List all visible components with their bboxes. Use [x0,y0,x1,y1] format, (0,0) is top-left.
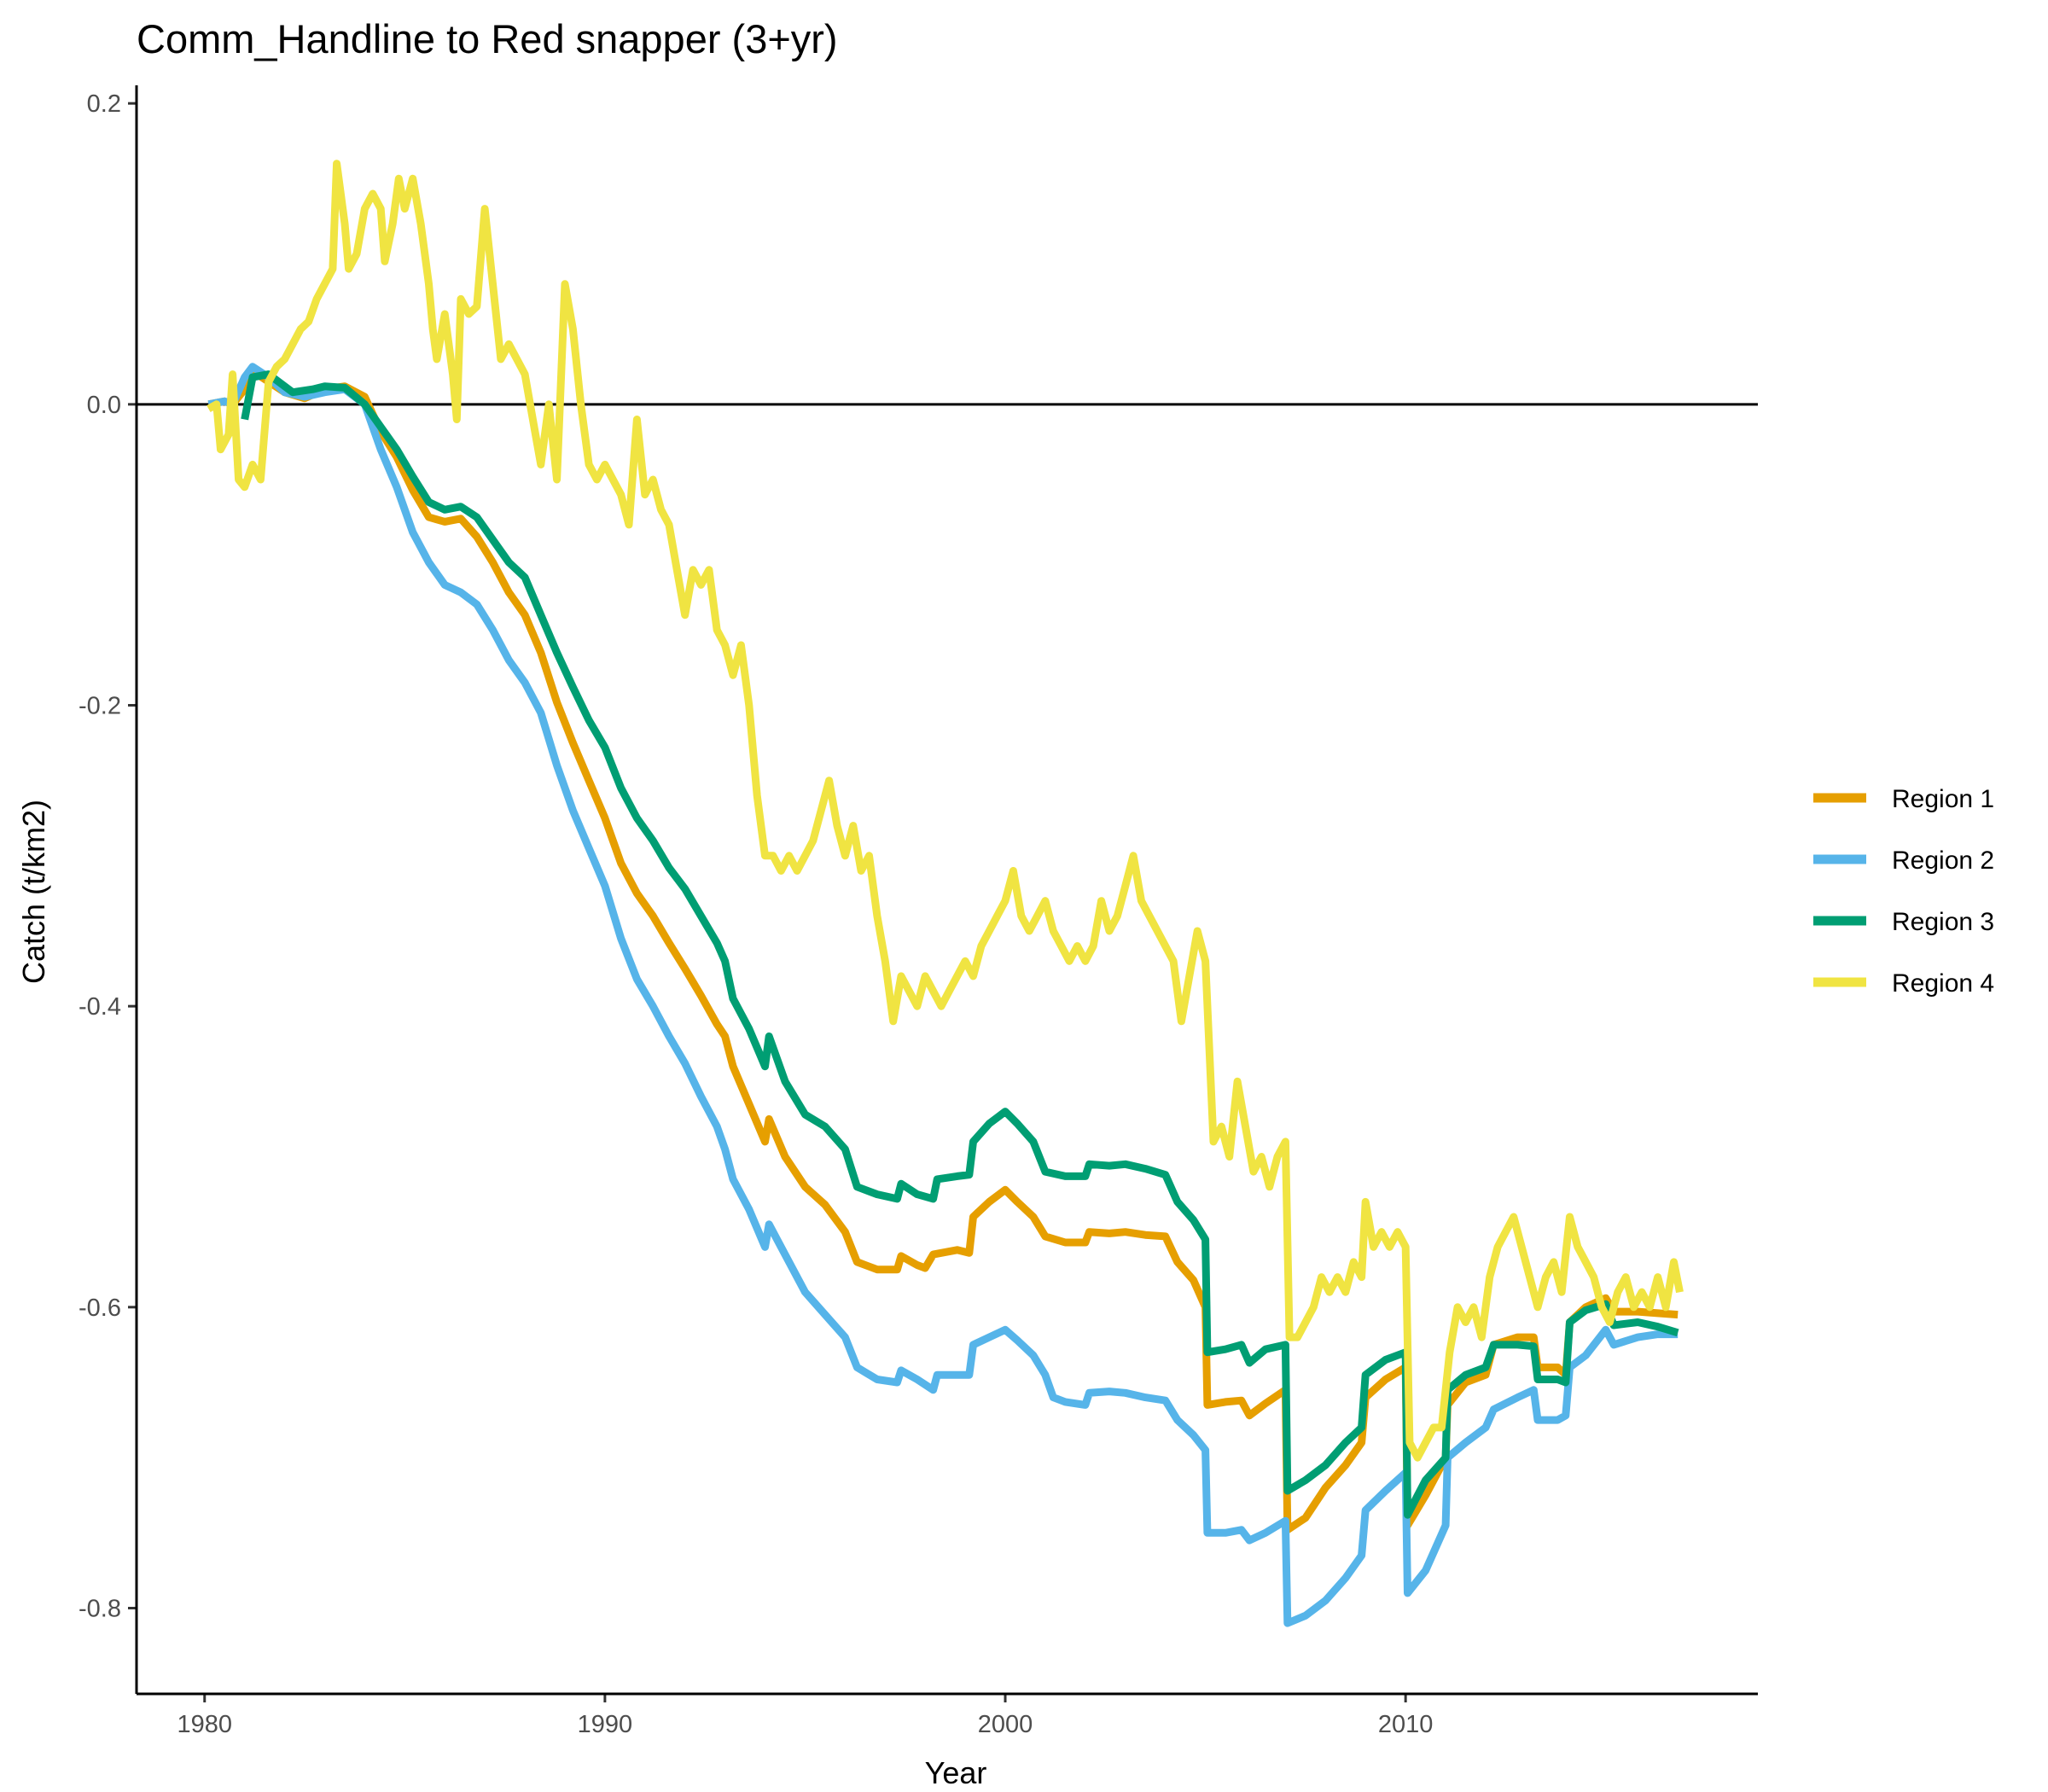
series-layer [207,160,1684,1627]
y-tick-label: 0.2 [87,90,121,118]
y-tick-label: 0.0 [87,392,121,419]
legend: Region 1 Region 2 Region 3 Region 4 [1813,785,1994,998]
legend-label-region-2: Region 2 [1892,847,1994,875]
y-axis-ticks: -0.8 -0.6 -0.4 -0.2 0.0 0.2 [79,90,137,1622]
y-tick-label: -0.6 [79,1295,121,1322]
legend-label-region-4: Region 4 [1892,969,1994,998]
series-line-region-2 [207,363,1679,1627]
series-line-region-4 [207,160,1684,1462]
y-axis-title: Catch (t/km2) [16,800,51,984]
x-tick-label: 2000 [978,1711,1033,1738]
x-axis-title: Year [925,1755,987,1790]
y-tick-label: -0.2 [79,692,121,719]
x-tick-label: 2010 [1378,1711,1434,1738]
legend-label-region-1: Region 1 [1892,785,1994,813]
x-tick-label: 1990 [578,1711,633,1738]
legend-label-region-3: Region 3 [1892,908,1994,936]
series-line-region-1 [207,367,1679,1534]
y-tick-label: -0.8 [79,1595,121,1622]
x-axis-ticks: 1980 1990 2000 2010 [177,1694,1433,1738]
y-tick-label: -0.4 [79,993,121,1021]
chart-title: Comm_Handline to Red snapper (3+yr) [137,16,838,61]
series-line-region-3 [241,370,1679,1519]
x-tick-label: 1980 [177,1711,232,1738]
